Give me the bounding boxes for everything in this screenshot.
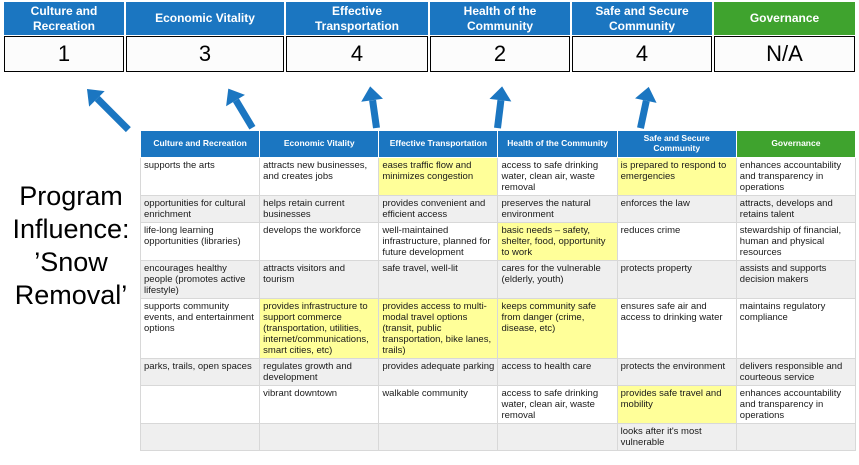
- up-arrow-icon: [79, 81, 136, 138]
- matrix-cell: access to health care: [497, 358, 618, 387]
- matrix-cell-highlighted: protects property: [616, 260, 737, 300]
- arrowhead-icon: [489, 84, 514, 102]
- matrix-row: encourages healthy people (promotes acti…: [139, 260, 857, 300]
- matrix-row: parks, trails, open spaces regulates grow…: [139, 358, 857, 387]
- matrix-column-header: Governance: [735, 130, 857, 158]
- influence-matrix: Culture and Recreation Economic Vitality E…: [139, 130, 857, 452]
- matrix-row: looks after it's most vulnerable: [139, 423, 857, 452]
- arrow-shaft: [368, 99, 380, 129]
- matrix-cell-highlighted: parks, trails, open spaces: [139, 358, 261, 387]
- matrix-cell: access to safe drinking water, clean air…: [497, 385, 618, 425]
- summary-header-culture-and-recreation: Culture and Recreation: [4, 2, 124, 35]
- matrix-cell: assists and supports decision makers: [735, 260, 857, 300]
- matrix-cell: well-maintained infrastructure, planned …: [378, 222, 499, 262]
- matrix-cell: [735, 423, 857, 452]
- matrix-cell: ensures safe air and access to drinking …: [616, 298, 737, 360]
- matrix-cell: attracts new businesses, and creates job…: [259, 156, 380, 197]
- matrix-cell: maintains regulatory compliance: [735, 298, 857, 360]
- matrix-cell-highlighted: provides convenient and efficient access: [378, 195, 499, 224]
- matrix-cell: walkable community: [378, 385, 499, 425]
- matrix-cell-highlighted: basic needs – safety, shelter, food, opp…: [497, 222, 618, 262]
- matrix-cell-highlighted: helps retain current businesses: [259, 195, 380, 224]
- matrix-column-header: Effective Transportation: [378, 130, 499, 158]
- score-effective-transportation: 4: [286, 36, 428, 72]
- matrix-row: opportunities for cultural enrichment hel…: [139, 195, 857, 224]
- matrix-cell: life-long learning opportunities (librar…: [139, 222, 261, 262]
- matrix-cell: [139, 385, 261, 425]
- matrix-header-row: Culture and Recreation Economic Vitality E…: [139, 130, 857, 158]
- matrix-column-header: Health of the Community: [497, 130, 618, 158]
- up-arrow-icon: [218, 82, 262, 134]
- score-governance: N/A: [714, 36, 855, 72]
- matrix-cell-highlighted: safe travel, well-lit: [378, 260, 499, 300]
- matrix-cell-highlighted: keeps community safe from danger (crime,…: [497, 298, 618, 360]
- score-economic-vitality: 3: [126, 36, 284, 72]
- matrix-cell: [497, 423, 618, 452]
- matrix-cell: [378, 423, 499, 452]
- score-summary: Culture and Recreation Economic Vitality…: [4, 2, 855, 72]
- summary-header-safe-and-secure-community: Safe and Secure Community: [572, 2, 712, 35]
- matrix-cell: provides adequate parking: [378, 358, 499, 387]
- matrix-cell-highlighted: cares for the vulnerable (elderly, youth…: [497, 260, 618, 300]
- up-arrow-icon: [629, 84, 660, 131]
- arrowhead-icon: [359, 84, 383, 102]
- matrix-column-header: Culture and Recreation: [139, 130, 261, 158]
- matrix-cell: regulates growth and development: [259, 358, 380, 387]
- matrix-cell: encourages healthy people (promotes acti…: [139, 260, 261, 300]
- matrix-cell: preserves the natural environment: [497, 195, 618, 224]
- matrix-column-header: Safe and Secure Community: [616, 130, 737, 158]
- summary-header-governance: Governance: [714, 2, 855, 35]
- matrix-row: vibrant downtown walkable community access…: [139, 385, 857, 425]
- arrow-shaft: [636, 99, 650, 129]
- matrix-row: life-long learning opportunities (librar…: [139, 222, 857, 262]
- matrix-cell: stewardship of financial, human and phys…: [735, 222, 857, 262]
- matrix-row: supports community events, and entertain…: [139, 298, 857, 360]
- matrix-cell: enhances accountability and transparency…: [735, 156, 857, 197]
- matrix-cell-highlighted: is prepared to respond to emergencies: [616, 156, 737, 197]
- matrix-cell: develops the workforce: [259, 222, 380, 262]
- summary-header-effective-transportation: Effective Transportation: [286, 2, 428, 35]
- matrix-column-header: Economic Vitality: [259, 130, 380, 158]
- score-culture-and-recreation: 1: [4, 36, 124, 72]
- matrix-cell: enforces the law: [616, 195, 737, 224]
- score-health-of-the-community: 2: [430, 36, 570, 72]
- matrix-body: supports the arts attracts new businesses…: [139, 156, 857, 452]
- matrix-cell: [259, 423, 380, 452]
- matrix-cell: supports community events, and entertain…: [139, 298, 261, 360]
- matrix-cell-highlighted: provides infrastructure to support comme…: [259, 298, 380, 360]
- summary-header-health-of-the-community: Health of the Community: [430, 2, 570, 35]
- matrix-cell-highlighted: provides access to multi-modal travel op…: [378, 298, 499, 360]
- program-influence-label: Program Influence: ’Snow Removal’: [12, 181, 130, 310]
- up-arrow-icon: [359, 84, 387, 130]
- matrix-row: supports the arts attracts new businesses…: [139, 156, 857, 197]
- matrix-cell-highlighted: provides safe travel and mobility: [616, 385, 737, 425]
- matrix-cell-highlighted: eases traffic flow and minimizes congest…: [378, 156, 499, 197]
- matrix-cell: supports the arts: [139, 156, 261, 197]
- arrow-shaft: [94, 96, 131, 133]
- arrow-shaft: [232, 98, 256, 130]
- matrix-cell: attracts, develops and retains talent: [735, 195, 857, 224]
- up-arrow-icon: [486, 84, 514, 129]
- matrix-cell: attracts visitors and tourism: [259, 260, 380, 300]
- matrix-cell: enhances accountability and transparency…: [735, 385, 857, 425]
- arrow-shaft: [493, 99, 504, 129]
- matrix-cell: reduces crime: [616, 222, 737, 262]
- matrix-cell: access to safe drinking water, clean air…: [497, 156, 618, 197]
- matrix-cell-highlighted: looks after it's most vulnerable: [616, 423, 737, 452]
- score-safe-and-secure-community: 4: [572, 36, 712, 72]
- matrix-cell: [139, 423, 261, 452]
- matrix-cell: vibrant downtown: [259, 385, 380, 425]
- matrix-cell: opportunities for cultural enrichment: [139, 195, 261, 224]
- matrix-cell: delivers responsible and courteous servi…: [735, 358, 857, 387]
- summary-header-economic-vitality: Economic Vitality: [126, 2, 284, 35]
- matrix-cell: protects the environment: [616, 358, 737, 387]
